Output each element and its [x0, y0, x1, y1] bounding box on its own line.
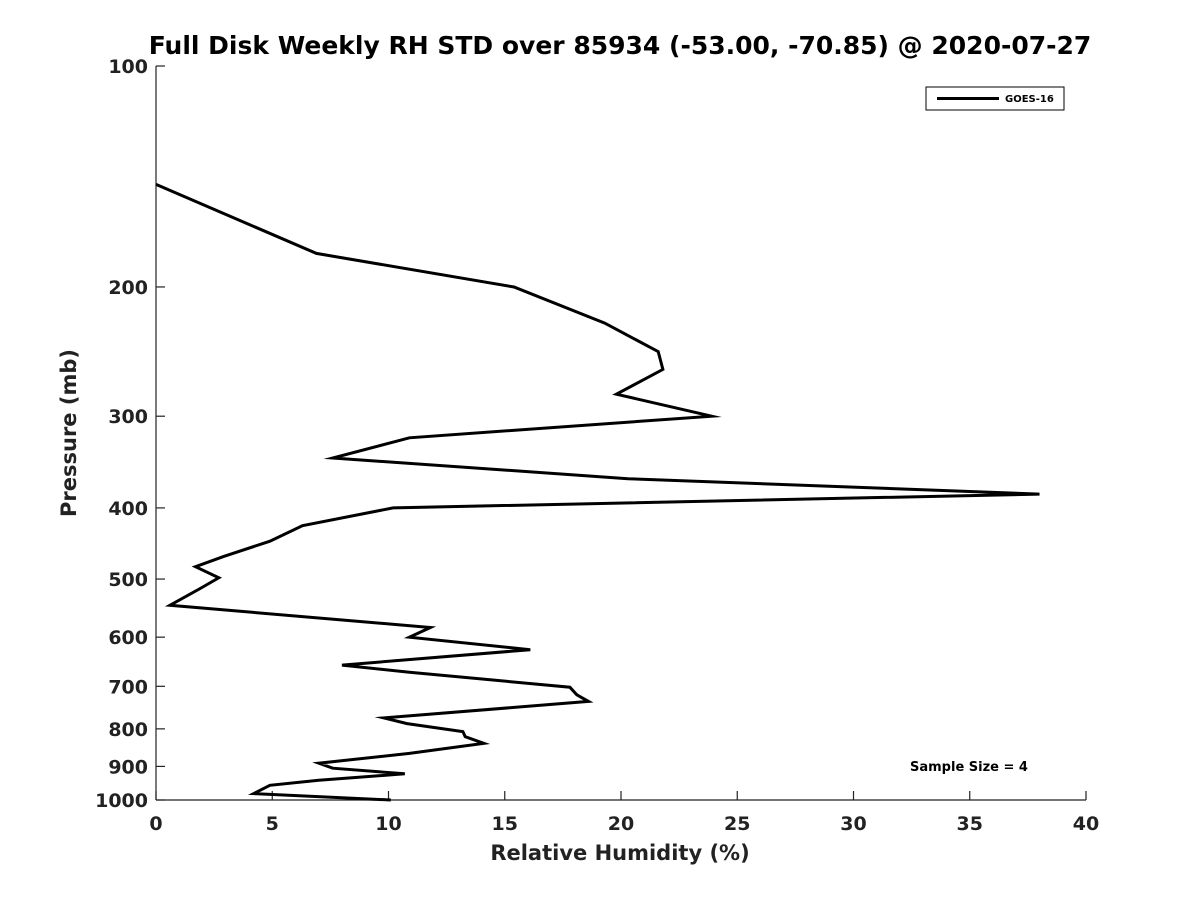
- sample-size-annotation: Sample Size = 4: [910, 760, 1028, 775]
- y-tick-label-1000: 1000: [95, 790, 148, 812]
- plot-area: 0 5 10 15 20 25 30 35 40 100 200 300 400 500 600 700 80…: [95, 56, 1099, 835]
- series-group: [155, 183, 1040, 802]
- y-tick-label-300: 300: [108, 406, 148, 428]
- x-tick-label-25: 25: [724, 813, 750, 835]
- y-tick-label-500: 500: [108, 569, 148, 591]
- x-tick-label-40: 40: [1073, 813, 1099, 835]
- y-tick-label-800: 800: [108, 719, 148, 741]
- y-tick-label-600: 600: [108, 627, 148, 649]
- x-axis-label: Relative Humidity (%): [490, 841, 749, 865]
- x-tick-label-30: 30: [840, 813, 866, 835]
- x-tick-label-20: 20: [608, 813, 634, 835]
- x-tick-label-10: 10: [375, 813, 401, 835]
- y-tick-label-100: 100: [108, 56, 148, 78]
- y-axis-label: Pressure (mb): [57, 349, 81, 517]
- x-tick-label-15: 15: [492, 813, 518, 835]
- x-tick-label-5: 5: [266, 813, 279, 835]
- chart-title: Full Disk Weekly RH STD over 85934 (-53.…: [149, 31, 1092, 60]
- y-tick-label-700: 700: [108, 676, 148, 698]
- series-line-goes-16: [155, 183, 1040, 802]
- y-tick-label-200: 200: [108, 277, 148, 299]
- legend-label-goes-16: GOES-16: [1005, 94, 1054, 105]
- x-axis-ticks: 0 5 10 15 20 25 30 35 40: [149, 791, 1099, 835]
- x-tick-label-35: 35: [957, 813, 983, 835]
- y-tick-label-900: 900: [108, 756, 148, 778]
- x-tick-label-0: 0: [149, 813, 162, 835]
- legend: GOES-16: [925, 86, 1065, 111]
- y-tick-label-400: 400: [108, 498, 148, 520]
- y-axis-ticks: 100 200 300 400 500 600 700 800 900 1000: [95, 56, 165, 812]
